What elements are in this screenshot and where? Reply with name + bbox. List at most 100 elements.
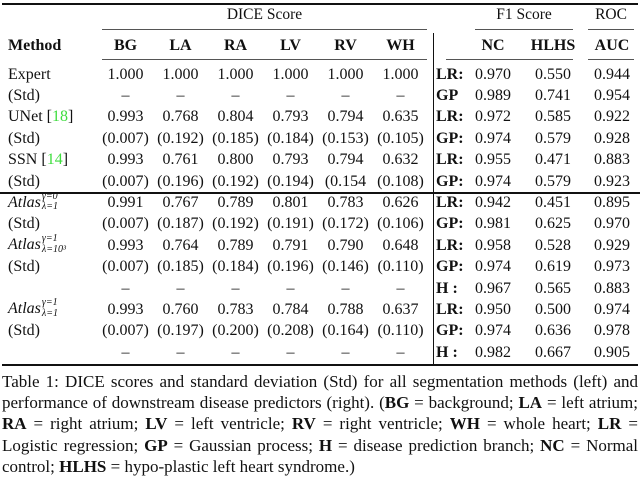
- dice-value: 0.764: [162, 236, 199, 254]
- predictor-label: GP:: [436, 172, 464, 190]
- method-label: Atlas: [8, 193, 41, 211]
- dice-value: (0.108): [377, 172, 424, 190]
- dice-value: (0.187): [157, 215, 204, 233]
- nc-value: 0.958: [475, 236, 511, 254]
- method-label: (Std): [8, 322, 40, 340]
- table-row: Atlas γ=0 λ=1 0.991 0.767 0.789 0.801 0.783 0.62…: [0, 191, 640, 214]
- dice-value: –: [396, 87, 405, 105]
- method-cell: Atlas γ=0 λ=1: [0, 191, 98, 214]
- method-label: (Std): [8, 87, 40, 105]
- roc-header-rule: [588, 59, 634, 60]
- dice-value: 1.000: [272, 65, 309, 83]
- method-label: (Std): [8, 215, 40, 233]
- dice-value: –: [341, 343, 350, 361]
- method-label: Atlas: [8, 236, 41, 254]
- col-header-lv: LV: [280, 37, 301, 54]
- dice-value: 0.801: [272, 194, 309, 212]
- f1-group-rule: [475, 29, 573, 30]
- dice-value: (0.184): [212, 258, 259, 276]
- table-row: – – – – – – H : 0.982 0.667 0.905: [0, 342, 640, 363]
- col-header-la: LA: [169, 37, 192, 54]
- dice-value: 0.993: [107, 300, 144, 318]
- dice-value: (0.208): [267, 322, 314, 340]
- dice-value: 0.991: [107, 194, 144, 212]
- caption-segment: = left atrium;: [542, 393, 639, 413]
- auc-value: 0.905: [594, 343, 630, 361]
- dice-value: –: [396, 279, 405, 297]
- dice-value: –: [121, 279, 130, 297]
- hlhs-value: 0.636: [535, 322, 571, 340]
- nc-value: 0.942: [475, 194, 511, 212]
- hlhs-value: 0.667: [535, 343, 571, 361]
- caption-segment: RV: [291, 414, 316, 434]
- method-label: UNet: [8, 108, 43, 126]
- auc-value: 0.883: [594, 279, 630, 297]
- dice-header-rule: [102, 59, 427, 60]
- nc-value: 0.982: [475, 343, 511, 361]
- nc-value: 0.974: [475, 258, 511, 276]
- dice-value: –: [231, 343, 240, 361]
- nc-value: 0.970: [475, 65, 511, 83]
- dice-value: 1.000: [217, 65, 254, 83]
- dice-value: (0.105): [377, 129, 424, 147]
- dice-score-group-header: DICE Score: [226, 6, 303, 23]
- col-header-auc: AUC: [594, 37, 630, 54]
- gamma-superscript: γ=1: [41, 233, 58, 245]
- caption-segment: = Gaussian process;: [167, 435, 319, 455]
- caption-segment: LR: [597, 414, 622, 434]
- predictor-label: GP:: [436, 129, 464, 147]
- dice-value: (0.192): [212, 215, 259, 233]
- hlhs-value: 0.625: [535, 215, 571, 233]
- predictor-label: LR:: [436, 151, 464, 169]
- predictor-label: LR:: [436, 108, 464, 126]
- dice-value: 0.993: [107, 108, 144, 126]
- table-row: (Std) (0.007) (0.196) (0.192) (0.194) (0.154 (…: [0, 171, 640, 192]
- nc-value: 0.972: [475, 108, 511, 126]
- roc-group-header: ROC: [595, 6, 627, 23]
- citation-link[interactable]: 18: [51, 108, 68, 126]
- table-row: (Std) (0.007) (0.192) (0.185) (0.184) (0.153)…: [0, 128, 640, 149]
- hlhs-value: 0.585: [535, 108, 571, 126]
- column-separator: [433, 33, 434, 364]
- auc-value: 0.978: [594, 322, 630, 340]
- auc-value: 0.974: [594, 300, 630, 318]
- predictor-label: LR:: [436, 300, 464, 318]
- dice-value: 0.760: [162, 300, 199, 318]
- roc-group-rule: [588, 29, 634, 30]
- dice-value: 0.635: [382, 108, 419, 126]
- hlhs-value: 0.579: [535, 172, 571, 190]
- dice-value: –: [341, 279, 350, 297]
- nc-value: 0.981: [475, 215, 511, 233]
- auc-value: 0.970: [594, 215, 630, 233]
- dice-value: –: [176, 279, 185, 297]
- method-cell: UNet [18]: [8, 108, 74, 126]
- table-row: (Std) (0.007) (0.187) (0.192) (0.191) (0.172)…: [0, 214, 640, 235]
- dice-value: (0.196): [157, 172, 204, 190]
- auc-value: 0.929: [594, 236, 630, 254]
- f1-header-rule: [446, 59, 573, 60]
- predictor-label: LR:: [436, 236, 464, 254]
- dice-value: 0.793: [272, 151, 309, 169]
- method-cell: (Std): [0, 130, 98, 148]
- citation-link[interactable]: 14: [46, 151, 63, 169]
- auc-value: 0.944: [594, 65, 630, 83]
- caption-segment: BG: [384, 393, 410, 413]
- dice-value: 0.804: [217, 108, 254, 126]
- dice-value: 0.648: [382, 236, 419, 254]
- table-row: Expert 1.000 1.000 1.000 1.000 1.000 1.000 LR: 0…: [0, 64, 640, 85]
- dice-value: 0.788: [327, 300, 364, 318]
- hlhs-value: 0.579: [535, 129, 571, 147]
- header-spacer: [428, 55, 464, 57]
- gamma-superscript: γ=1: [41, 297, 58, 309]
- caption-segment: NC: [540, 435, 565, 455]
- dice-value: (0.110): [377, 322, 424, 340]
- dice-value: –: [176, 343, 185, 361]
- hlhs-value: 0.451: [535, 194, 571, 212]
- dice-value: (0.153): [322, 129, 369, 147]
- caption-segment: = background;: [409, 393, 519, 413]
- dice-value: (0.110): [377, 258, 424, 276]
- method-label: (Std): [8, 258, 40, 276]
- caption-segment: LA: [518, 393, 543, 413]
- table-row: (Std) (0.007) (0.197) (0.200) (0.208) (0.164)…: [0, 321, 640, 342]
- dice-value: 0.793: [272, 108, 309, 126]
